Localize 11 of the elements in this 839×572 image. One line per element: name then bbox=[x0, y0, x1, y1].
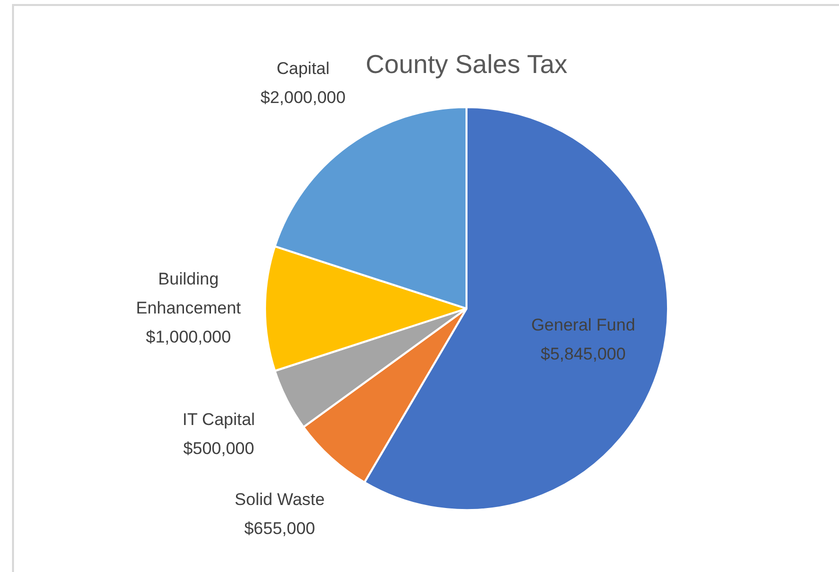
data-label: $5,845,000 bbox=[540, 344, 626, 364]
data-label: $500,000 bbox=[183, 439, 254, 458]
slice-label: IT Capital bbox=[182, 410, 255, 430]
slice-label: Capital bbox=[276, 58, 330, 78]
slice-label: Building Enhancement bbox=[136, 269, 242, 318]
data-label: $2,000,000 bbox=[260, 88, 346, 107]
slice-label: Solid Waste bbox=[234, 490, 325, 509]
data-label: $1,000,000 bbox=[146, 327, 231, 346]
chart-title: County Sales Tax bbox=[366, 48, 568, 79]
data-label: $655,000 bbox=[244, 518, 316, 538]
slice-label: General Fund bbox=[531, 316, 636, 335]
